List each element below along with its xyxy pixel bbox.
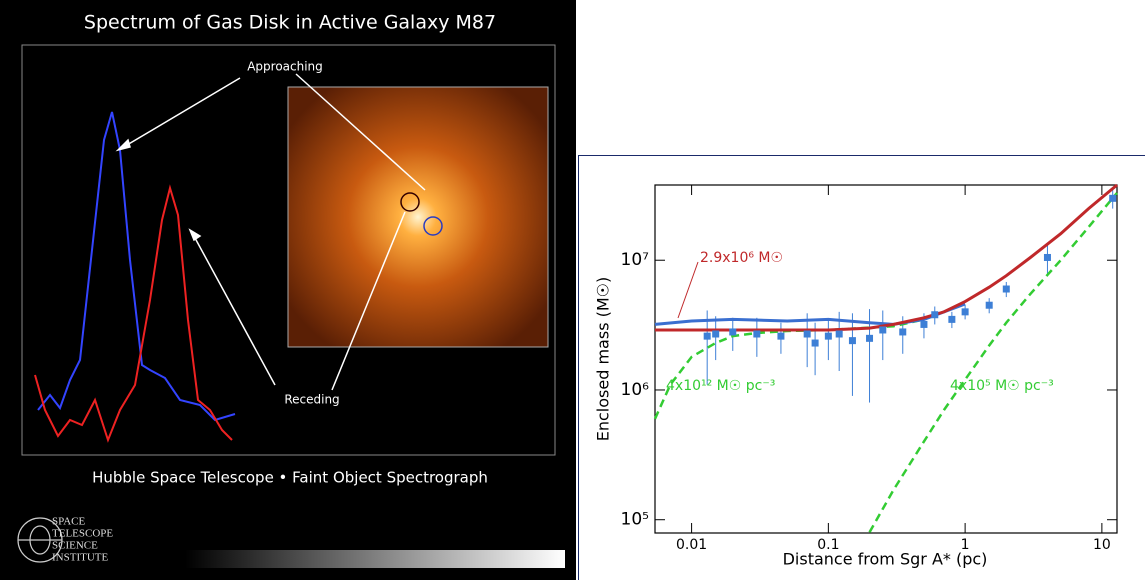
logo-line: SPACE: [52, 516, 86, 528]
logo-line: INSTITUTE: [52, 552, 108, 564]
data-point: [920, 321, 927, 328]
data-point: [812, 340, 819, 347]
gradient-bar: [185, 550, 565, 568]
data-point: [712, 331, 719, 338]
data-point: [899, 328, 906, 335]
data-point: [849, 337, 856, 344]
y-tick-label: 10⁶: [621, 380, 650, 400]
data-point: [962, 308, 969, 315]
data-point: [879, 326, 886, 333]
data-point: [986, 302, 993, 309]
y-tick-label: 10⁵: [621, 510, 649, 530]
galaxy-image: [288, 87, 548, 347]
panel-title: Spectrum of Gas Disk in Active Galaxy M8…: [84, 12, 496, 34]
data-point: [1109, 195, 1116, 202]
x-tick-label: 0.1: [817, 537, 839, 553]
data-point: [753, 331, 760, 338]
data-point: [948, 316, 955, 323]
annotation: 4x10⁵ M☉ pc⁻³: [950, 378, 1054, 394]
page: {"panel": {"title": "Spectrum of Gas Dis…: [0, 0, 1145, 580]
data-point: [1044, 254, 1051, 261]
data-point: [836, 331, 843, 338]
data-point: [866, 335, 873, 342]
label-approaching: Approaching: [247, 60, 323, 74]
data-point: [704, 333, 711, 340]
logo-line: TELESCOPE: [52, 528, 113, 540]
data-point: [931, 311, 938, 318]
x-axis-label: Distance from Sgr A* (pc): [783, 550, 988, 569]
data-point: [729, 328, 736, 335]
y-axis-label: Enclosed mass (M☉): [594, 277, 613, 441]
data-point: [804, 331, 811, 338]
y-tick-label: 10⁷: [621, 250, 650, 270]
chart-panel: [579, 156, 1145, 580]
data-point: [777, 333, 784, 340]
logo-line: SCIENCE: [52, 540, 98, 552]
x-tick-label: 1: [961, 537, 970, 553]
x-tick-label: 0.01: [676, 537, 707, 553]
annotation: 2.9x10⁶ M☉: [700, 250, 783, 266]
panel-footer: Hubble Space Telescope • Faint Object Sp…: [92, 469, 488, 487]
figure: Spectrum of Gas Disk in Active Galaxy M8…: [0, 0, 1145, 580]
x-tick-label: 10: [1093, 537, 1111, 553]
data-point: [1003, 286, 1010, 293]
annotation: 4x10¹² M☉ pc⁻³: [666, 378, 775, 394]
data-point: [825, 333, 832, 340]
label-receding: Receding: [284, 393, 339, 407]
